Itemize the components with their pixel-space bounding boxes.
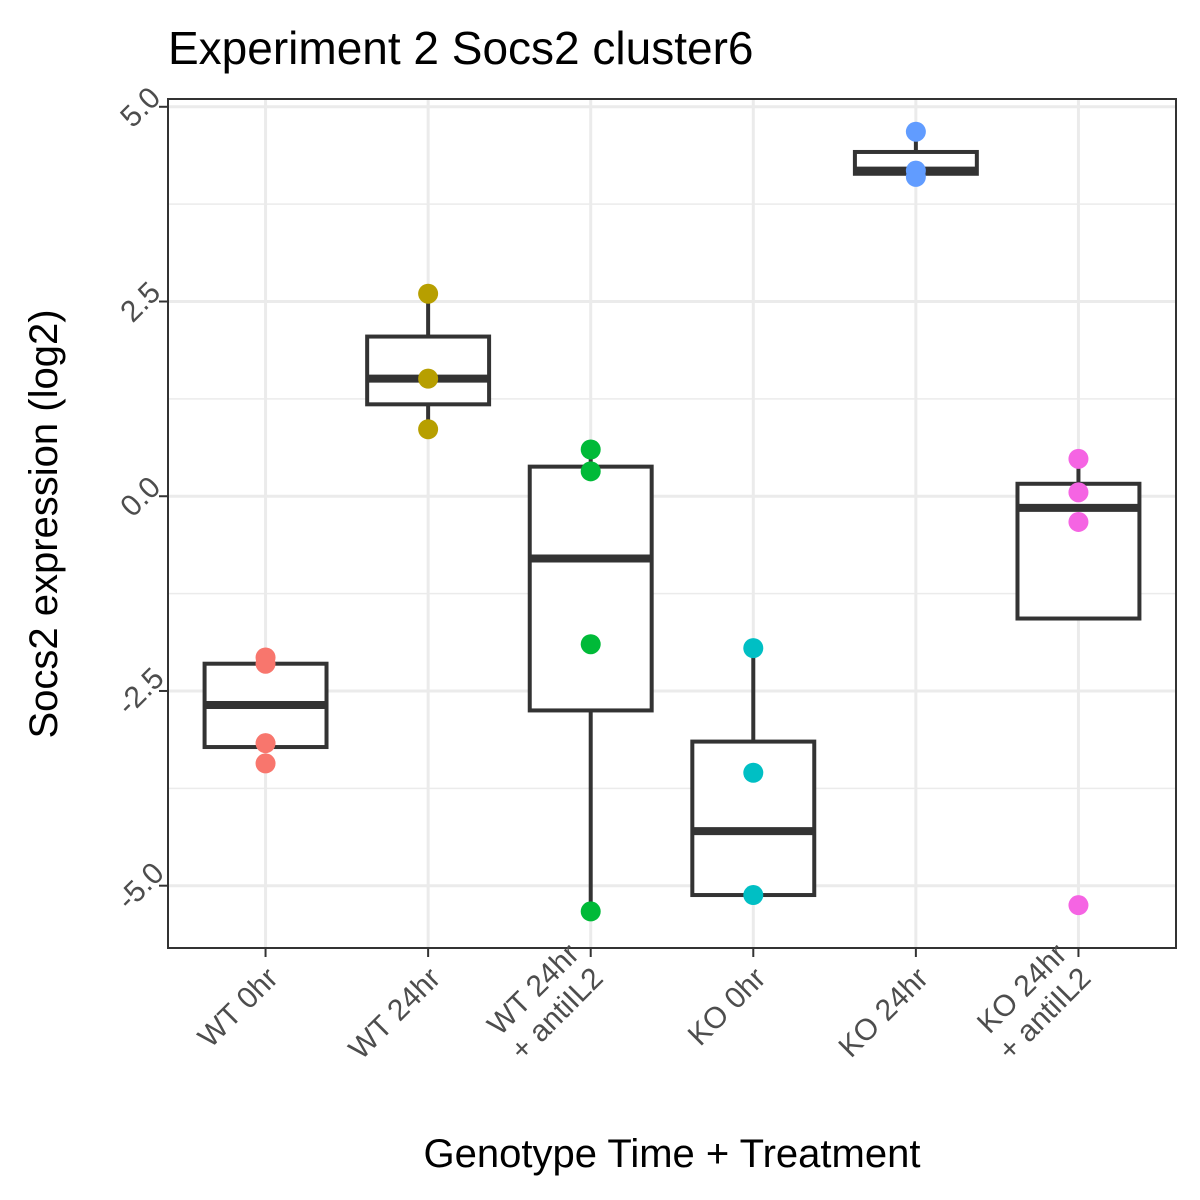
x-tick-label: WT 24hr (343, 962, 447, 1066)
box-group (1015, 458, 1142, 621)
y-tick-label: 2.5 (114, 276, 167, 329)
data-point (418, 283, 439, 304)
y-tick-label: -2.5 (111, 662, 171, 722)
y-axis: -5.0 -2.5 0.0 2.5 5.0 (111, 81, 171, 916)
data-point (1068, 482, 1089, 503)
data-point (905, 121, 926, 142)
data-point (1068, 511, 1089, 532)
data-point (743, 762, 764, 783)
x-tick-label: KO 0hr (682, 962, 773, 1053)
x-tick-label-line: WT 24hr (343, 962, 447, 1066)
data-point (255, 733, 276, 754)
data-point (255, 753, 276, 774)
chart-title: Experiment 2 Socs2 cluster6 (168, 22, 754, 74)
box (527, 464, 654, 713)
boxes (202, 131, 1142, 912)
data-point (580, 461, 601, 482)
x-tick-label-line: KO 24hr (832, 962, 934, 1064)
data-point (743, 885, 764, 906)
data-point (580, 634, 601, 655)
data-point (1068, 448, 1089, 469)
data-point (580, 901, 601, 922)
data-point (255, 653, 276, 674)
panel-border (167, 98, 1177, 949)
points (255, 121, 1089, 922)
data-point (418, 368, 439, 389)
y-tick-label: 5.0 (114, 81, 167, 134)
x-tick-label-line: WT 0hr (192, 962, 284, 1054)
x-tick-label: WT 0hr (192, 962, 284, 1054)
data-point (1068, 895, 1089, 916)
x-axis-title: Genotype Time + Treatment (424, 1132, 921, 1176)
x-axis: WT 0hr WT 24hr WT 24hr+ antiIL2 KO 0hr KO 24… (192, 938, 1097, 1067)
x-tick-label-line: KO 0hr (682, 962, 773, 1053)
data-point (905, 166, 926, 187)
y-tick-label: -5.0 (111, 856, 171, 916)
x-tick-label: KO 24hr (832, 962, 934, 1064)
y-axis-title: Socs2 expression (log2) (22, 309, 66, 738)
data-point (743, 638, 764, 659)
data-point (580, 439, 601, 460)
plot-panel (168, 99, 1176, 948)
y-tick-label: 0.0 (114, 471, 167, 524)
data-point (418, 419, 439, 440)
